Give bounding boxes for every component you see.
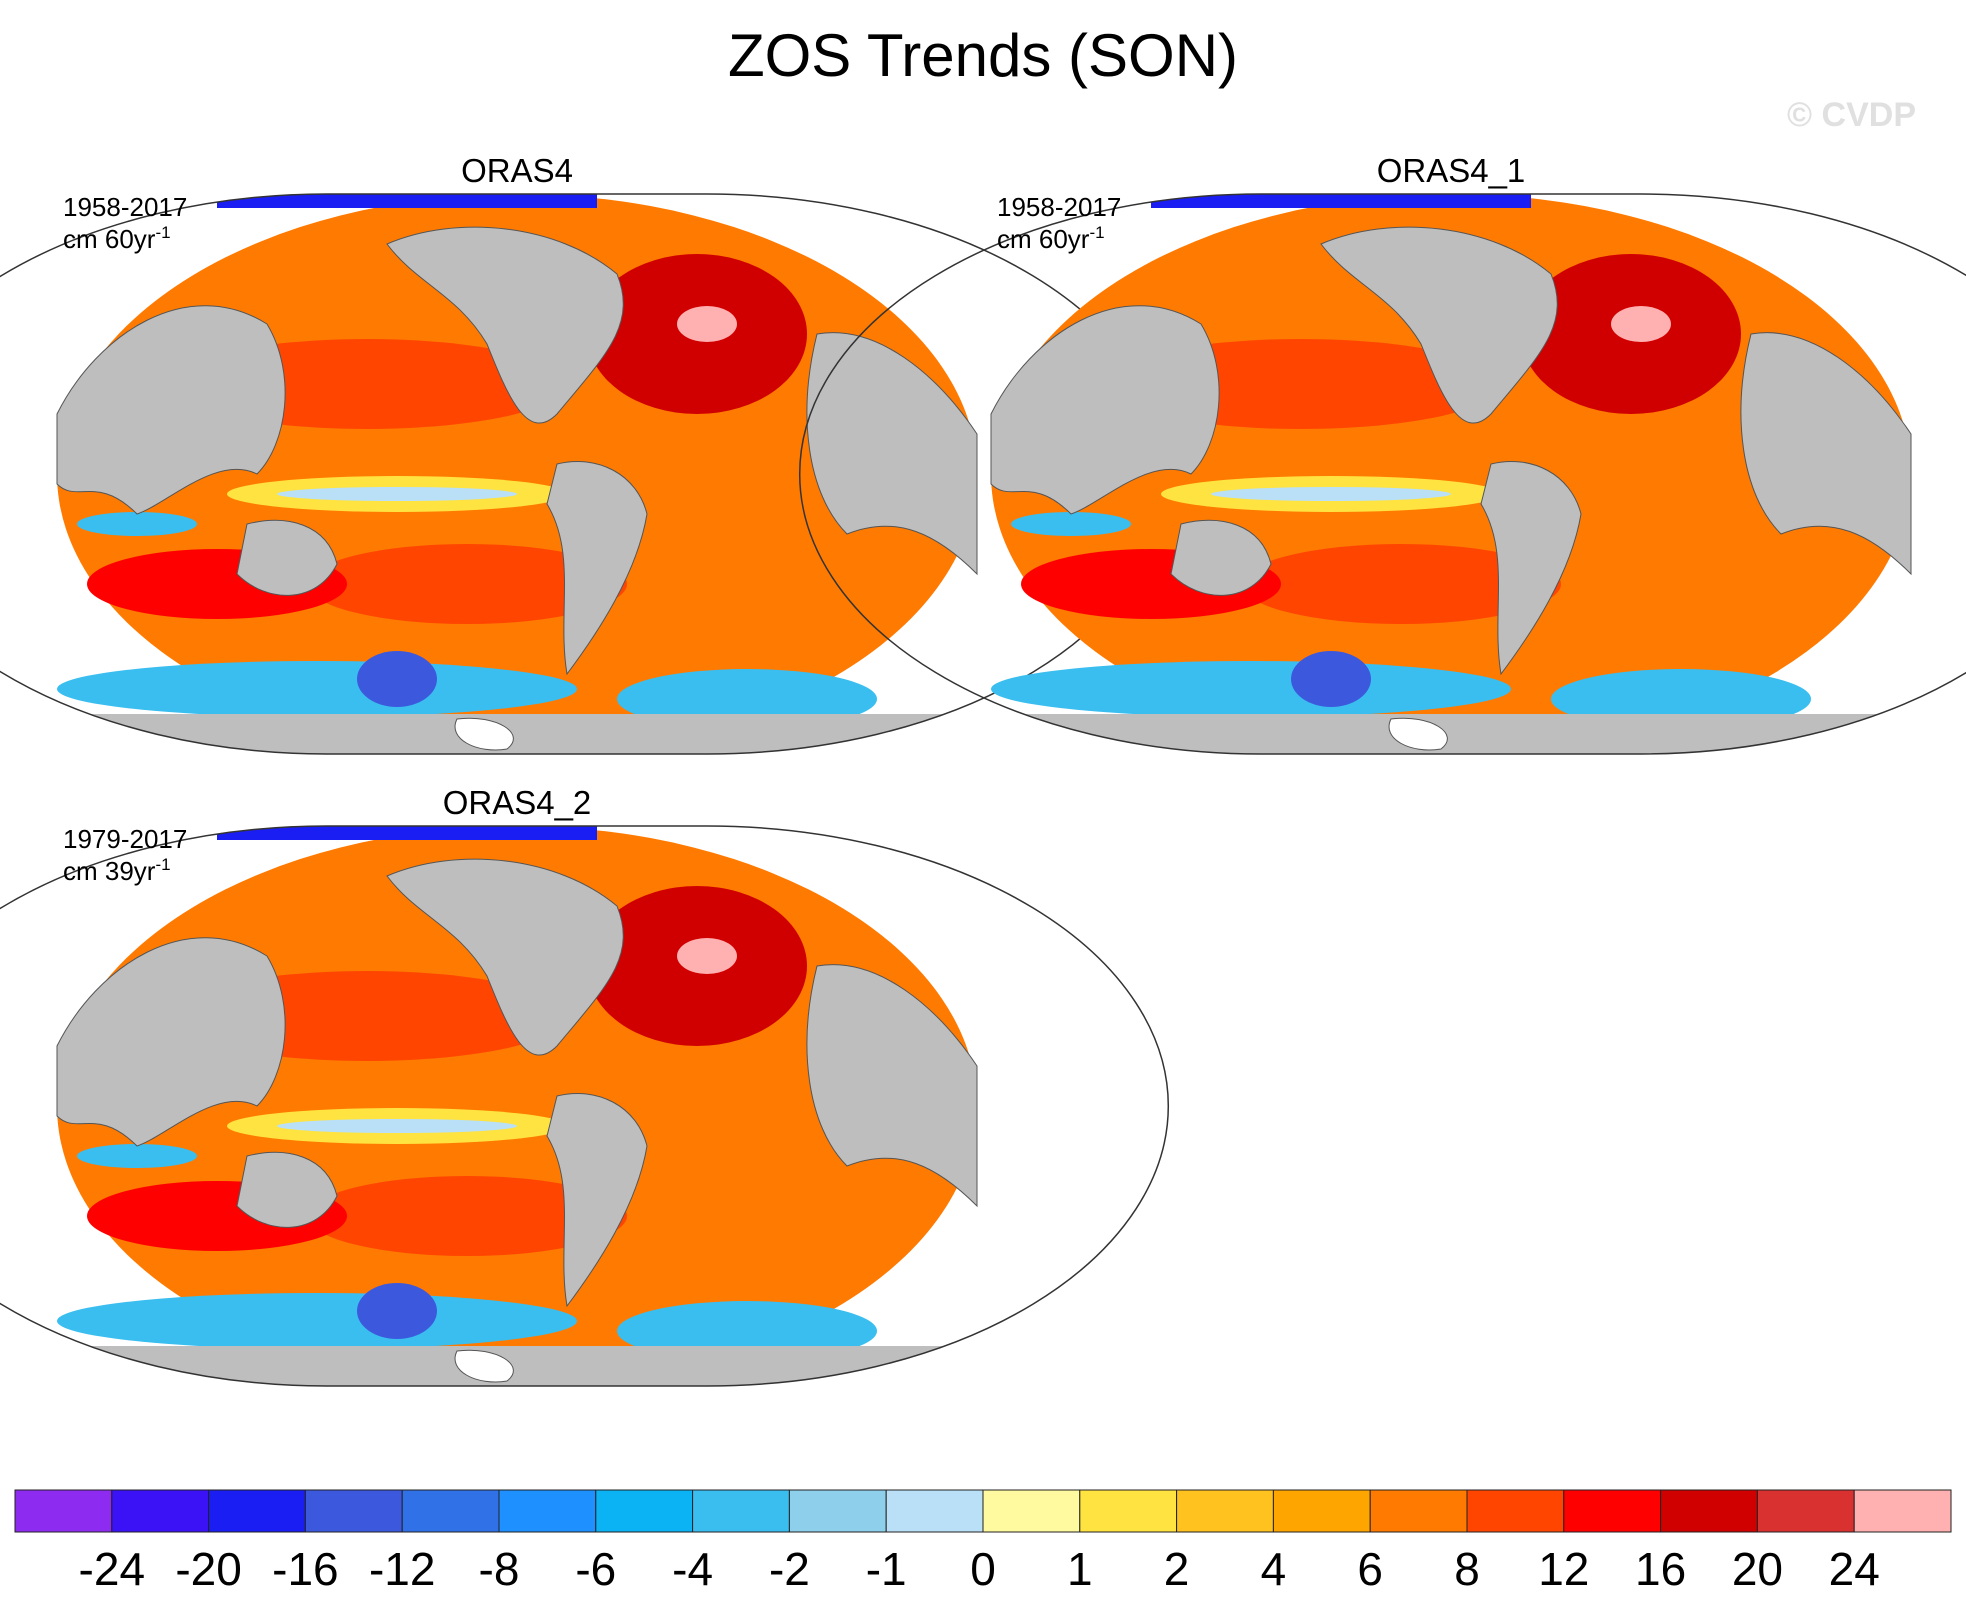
unit-base: cm 60yr (997, 224, 1090, 254)
colorbar-label: 2 (1164, 1543, 1190, 1595)
colorbar-label: -4 (672, 1543, 713, 1595)
panel-title: ORAS4 (461, 152, 573, 189)
colorbar-label: 4 (1261, 1543, 1287, 1595)
color-box (1756, 1489, 1855, 1533)
period: 1958-2017 (63, 192, 187, 222)
color-box (111, 1489, 210, 1533)
colorbar-label: 24 (1829, 1543, 1880, 1595)
color-box (788, 1489, 887, 1533)
unit-base: cm 60yr (63, 224, 156, 254)
color-box (1369, 1489, 1468, 1533)
color-box (1079, 1489, 1178, 1533)
color-box (1853, 1489, 1952, 1533)
color-box (1176, 1489, 1274, 1533)
color-box (1660, 1489, 1758, 1533)
period: 1958-2017 (997, 192, 1121, 222)
color-box (595, 1489, 694, 1533)
colorbar-label: -2 (769, 1543, 810, 1595)
colorbar-label: -8 (479, 1543, 520, 1595)
period: 1979-2017 (63, 824, 187, 854)
colorbar-label: 8 (1454, 1543, 1480, 1595)
colorbar-label: -20 (175, 1543, 241, 1595)
colorbar-label: 6 (1357, 1543, 1383, 1595)
colorbar-label: -6 (575, 1543, 616, 1595)
watermark: © CVDP (1787, 96, 1916, 134)
color-box (498, 1489, 597, 1533)
color-box (1466, 1489, 1565, 1533)
unit-base: cm 39yr (63, 856, 156, 886)
unit-exponent: -1 (155, 855, 170, 874)
colorbar-label: 20 (1732, 1543, 1783, 1595)
colorbar-label: 0 (970, 1543, 996, 1595)
color-box (401, 1489, 500, 1533)
color-box (982, 1489, 1081, 1533)
unit-exponent: -1 (1089, 223, 1104, 242)
color-box (304, 1489, 403, 1533)
colorbar-label: -24 (79, 1543, 145, 1595)
colorbar-label: -16 (272, 1543, 338, 1595)
panel-title: ORAS4_1 (1377, 152, 1526, 189)
color-box (885, 1489, 984, 1533)
color-box (1272, 1489, 1371, 1533)
figure-title: ZOS Trends (SON) (728, 22, 1238, 89)
color-box (1563, 1489, 1662, 1533)
panel-title: ORAS4_2 (443, 784, 592, 821)
unit: cm 60yr-1 (997, 223, 1105, 254)
colorbar-label: 12 (1538, 1543, 1589, 1595)
unit-exponent: -1 (155, 223, 170, 242)
colorbar-label: -12 (369, 1543, 435, 1595)
colorbar-label: 1 (1067, 1543, 1093, 1595)
unit: cm 60yr-1 (63, 223, 171, 254)
color-box (692, 1489, 790, 1533)
colorbar-label: -1 (866, 1543, 907, 1595)
color-box (208, 1489, 306, 1533)
colorbar: -24 -20 -16 -12 -8 -6 -4 -2 -1 0 1 2 4 6 8 12 16 20 24 (14, 1489, 1952, 1595)
unit: cm 39yr-1 (63, 855, 171, 886)
color-box (14, 1489, 113, 1533)
colorbar-label: 16 (1635, 1543, 1686, 1595)
map (0, 824, 1168, 1396)
